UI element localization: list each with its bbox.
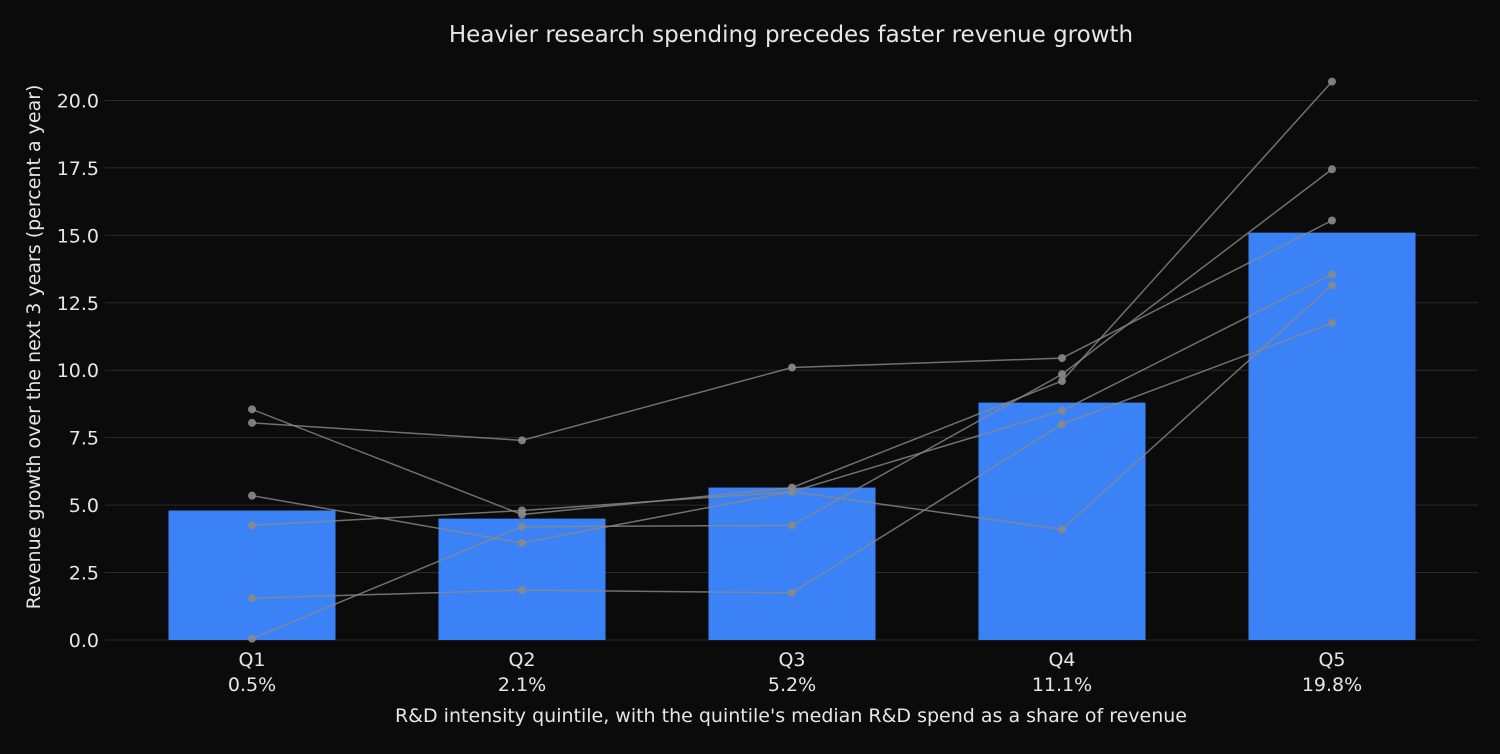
y-tick-label: 2.5 [69, 563, 99, 585]
overlay-point [248, 634, 256, 643]
bar [168, 510, 336, 640]
x-tick-sublabel: 0.5% [228, 674, 276, 696]
y-tick-label: 15.0 [57, 225, 99, 247]
overlay-point [248, 521, 256, 530]
overlay-point [1328, 281, 1336, 290]
overlay-point [518, 506, 526, 515]
overlay-point [248, 405, 256, 414]
overlay-point [1328, 319, 1336, 328]
y-tick-label: 10.0 [57, 360, 99, 382]
y-tick-label: 7.5 [69, 428, 99, 450]
overlay-lines [248, 77, 1336, 643]
x-tick-sublabel: 2.1% [498, 674, 546, 696]
overlay-point [788, 588, 796, 597]
y-tick-label: 0.0 [69, 630, 99, 652]
bars [168, 232, 1416, 640]
overlay-point [1058, 525, 1066, 534]
bar [438, 518, 606, 640]
y-axis-ticks: 0.0 2.5 5.0 7.5 10.0 12.5 15.0 17.5 20.0 [57, 90, 99, 652]
y-tick-label: 5.0 [69, 495, 99, 517]
x-tick-sublabel: 19.8% [1302, 674, 1362, 696]
overlay-point [518, 538, 526, 547]
bar [1248, 232, 1416, 640]
overlay-point [788, 521, 796, 530]
x-tick-sublabel: 11.1% [1032, 674, 1092, 696]
x-tick-label: Q1 [238, 649, 265, 671]
overlay-point [518, 522, 526, 531]
y-tick-label: 20.0 [57, 90, 99, 112]
overlay-point [788, 487, 796, 496]
bar [708, 487, 876, 640]
x-tick-sublabel: 5.2% [768, 674, 816, 696]
chart-title: Heavier research spending precedes faste… [449, 22, 1133, 48]
overlay-point [518, 586, 526, 595]
x-axis-ticks: Q1 0.5% Q2 2.1% Q3 5.2% Q4 11.1% Q5 19.8% [228, 649, 1362, 696]
x-axis-label: R&D intensity quintile, with the quintil… [395, 705, 1187, 727]
overlay-point [1328, 165, 1336, 174]
overlay-point [788, 363, 796, 372]
overlay-point [1328, 216, 1336, 225]
overlay-point [518, 436, 526, 445]
overlay-point [248, 418, 256, 427]
overlay-point [1058, 354, 1066, 363]
x-tick-label: Q2 [508, 649, 535, 671]
overlay-line [251, 81, 1333, 516]
x-tick-label: Q4 [1048, 649, 1075, 671]
overlay-point [1058, 377, 1066, 386]
y-tick-label: 12.5 [57, 293, 99, 315]
y-tick-label: 17.5 [57, 158, 99, 180]
overlay-point [1058, 370, 1066, 379]
overlay-point [1058, 406, 1066, 415]
x-tick-label: Q3 [778, 649, 805, 671]
overlay-point [1328, 77, 1336, 86]
y-axis-label: Revenue growth over the next 3 years (pe… [23, 85, 45, 610]
overlay-point [1328, 270, 1336, 279]
overlay-line [251, 219, 1333, 442]
overlay-point [1058, 420, 1066, 429]
x-tick-label: Q5 [1318, 649, 1345, 671]
overlay-point [248, 491, 256, 500]
overlay-point [248, 594, 256, 603]
